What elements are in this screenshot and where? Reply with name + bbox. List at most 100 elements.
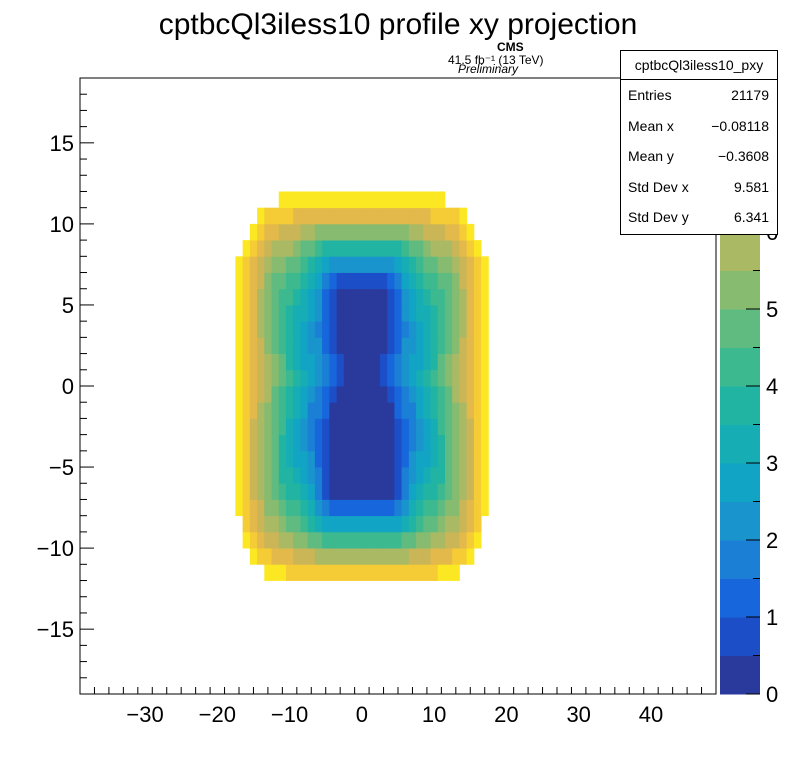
heatmap-cell <box>379 288 388 306</box>
heatmap-cell <box>365 304 374 322</box>
heatmap-cell <box>372 515 381 533</box>
y-tick-label: 5 <box>62 293 74 318</box>
heatmap-cell <box>257 402 265 419</box>
heatmap-cell <box>416 353 424 371</box>
heatmap-cell <box>351 321 359 338</box>
heatmap-cell <box>257 337 265 354</box>
heatmap-cell <box>351 223 359 241</box>
heatmap-cell <box>257 418 265 436</box>
heatmap-cell <box>285 288 294 306</box>
heatmap-cell <box>387 434 395 452</box>
heatmap-cell <box>293 191 301 209</box>
heatmap-cell <box>278 402 287 419</box>
heatmap-cell <box>235 434 244 452</box>
heatmap-cell <box>394 515 403 533</box>
heatmap-cell <box>235 369 244 387</box>
heatmap-cell <box>329 321 337 338</box>
x-tick-label: 40 <box>639 702 663 727</box>
heatmap-cell <box>336 531 345 549</box>
heatmap-cell <box>365 386 374 403</box>
heatmap-cell <box>423 207 431 225</box>
heatmap-cell <box>249 321 258 338</box>
heatmap-cell <box>394 191 403 209</box>
heatmap-cell <box>481 434 489 452</box>
stats-row-stddev-y: Std Dev y 6.341 <box>621 202 777 233</box>
heatmap-cell <box>314 337 323 354</box>
heatmap-cell <box>430 272 439 290</box>
heatmap-cell <box>343 564 352 581</box>
heatmap-cell <box>293 321 301 338</box>
heatmap-cell <box>416 321 424 338</box>
heatmap-cell <box>387 256 395 273</box>
heatmap-cell <box>235 256 244 273</box>
heatmap-cell <box>257 531 265 549</box>
heatmap-cell <box>242 304 251 322</box>
heatmap-cell <box>235 450 244 468</box>
heatmap-cell <box>365 515 374 533</box>
heatmap-cell <box>278 369 287 387</box>
heatmap-cell <box>459 418 468 436</box>
heatmap-cell <box>416 240 424 257</box>
heatmap-cell <box>322 434 330 452</box>
heatmap-cell <box>452 515 460 533</box>
heatmap-cell <box>293 223 301 241</box>
heatmap-cell <box>459 467 468 484</box>
heatmap-cell <box>314 564 323 581</box>
heatmap-cell <box>314 467 323 484</box>
heatmap-cell <box>387 402 395 419</box>
x-tick-label: 0 <box>356 702 368 727</box>
heatmap-cell <box>372 531 381 549</box>
heatmap-cell <box>372 304 381 322</box>
heatmap-cell <box>351 450 359 468</box>
heatmap-cell <box>351 256 359 273</box>
heatmap-cell <box>285 531 294 549</box>
heatmap-cell <box>416 515 424 533</box>
heatmap-cell <box>271 353 280 371</box>
heatmap-cell <box>285 321 294 338</box>
heatmap-cell <box>351 288 359 306</box>
heatmap-cell <box>249 418 258 436</box>
heatmap-cell <box>365 564 374 581</box>
heatmap-cell <box>271 564 280 581</box>
heatmap-cell <box>394 483 403 500</box>
heatmap-cell <box>394 418 403 436</box>
heatmap-cell <box>408 499 417 517</box>
heatmap-cell <box>336 207 345 225</box>
heatmap-cell <box>285 337 294 354</box>
heatmap-cell <box>379 531 388 549</box>
heatmap-cell <box>307 434 316 452</box>
heatmap-cell <box>300 304 309 322</box>
heatmap-cell <box>336 499 345 517</box>
heatmap-cell <box>271 483 280 500</box>
heatmap-cell <box>372 418 381 436</box>
heatmap-cell <box>307 353 316 371</box>
heatmap-cell <box>235 272 244 290</box>
heatmap-cell <box>314 223 323 241</box>
heatmap-cell <box>408 418 417 436</box>
heatmap-cell <box>322 353 330 371</box>
heatmap-cell <box>379 564 388 581</box>
heatmap-cell <box>372 402 381 419</box>
heatmap-cell <box>387 483 395 500</box>
heatmap-cell <box>394 386 403 403</box>
heatmap-cell <box>401 240 410 257</box>
heatmap-cell <box>257 321 265 338</box>
heatmap-cell <box>300 256 309 273</box>
heatmap-cell <box>314 240 323 257</box>
heatmap-cell <box>408 272 417 290</box>
heatmap-cell <box>322 304 330 322</box>
heatmap-cell <box>408 450 417 468</box>
heatmap-cell <box>293 386 301 403</box>
heatmap-cell <box>394 369 403 387</box>
heatmap-cell <box>285 499 294 517</box>
heatmap-cell <box>387 531 395 549</box>
heatmap-cell <box>437 337 446 354</box>
heatmap-cell <box>416 467 424 484</box>
heatmap-cell <box>271 515 280 533</box>
heatmap-cell <box>249 337 258 354</box>
heatmap-cell <box>444 548 453 565</box>
stats-box: cptbcQl3iless10_pxy Entries 21179 Mean x… <box>620 50 778 235</box>
heatmap-cell <box>437 256 446 273</box>
heatmap-cell <box>257 304 265 322</box>
heatmap-cell <box>408 223 417 241</box>
